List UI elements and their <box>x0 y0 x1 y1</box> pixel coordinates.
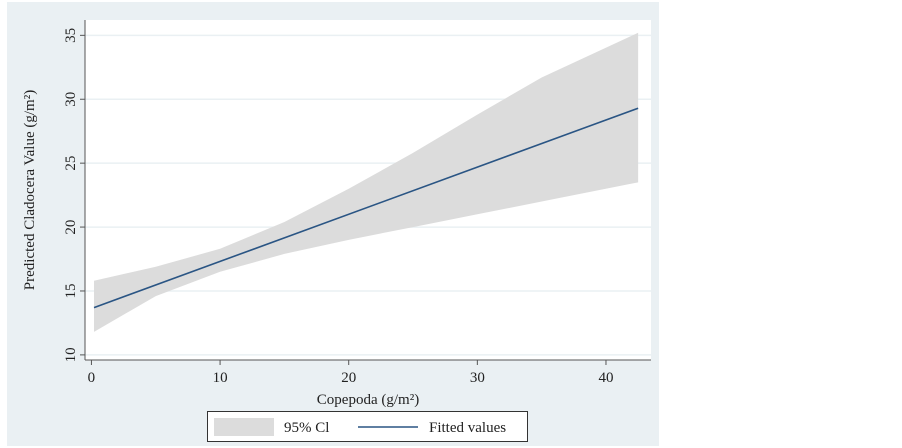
x-axis-label: Copepoda (g/m²) <box>317 392 419 408</box>
x-tick-label: 10 <box>213 370 228 386</box>
legend-label-fit: Fitted values <box>429 420 506 436</box>
y-tick-label: 30 <box>63 92 79 107</box>
y-tick-label: 20 <box>63 220 79 235</box>
fitted-line <box>93 107 639 309</box>
x-tick-label: 0 <box>88 370 96 386</box>
legend-label-ci: 95% Cl <box>284 420 329 436</box>
y-ticks: 10 15 20 25 30 35 <box>63 28 85 362</box>
y-axis-label: Predicted Cladocera Value (g/m²) <box>22 90 38 290</box>
y-tick-label: 15 <box>63 283 79 298</box>
y-tick-label: 10 <box>63 347 79 362</box>
y-tick-label: 35 <box>63 28 79 43</box>
legend: 95% Cl Fitted values <box>207 411 528 442</box>
x-tick-label: 20 <box>341 370 356 386</box>
x-tick-label: 30 <box>470 370 485 386</box>
x-ticks: 0 10 20 30 40 <box>88 360 613 386</box>
y-tick-label: 25 <box>63 156 79 171</box>
x-tick-label: 40 <box>598 370 613 386</box>
legend-swatch-ci <box>214 418 274 436</box>
